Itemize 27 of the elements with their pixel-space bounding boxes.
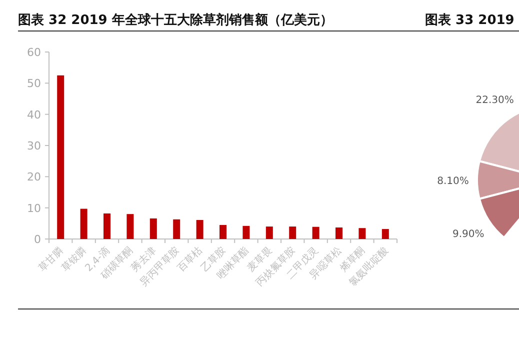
bar bbox=[266, 226, 273, 239]
bar bbox=[196, 220, 204, 239]
bar bbox=[312, 226, 320, 239]
y-tick-label: 30 bbox=[27, 140, 41, 152]
bar bbox=[57, 75, 64, 239]
text: 图表 33 2019 bbox=[425, 13, 514, 28]
y-tick-label: 60 bbox=[27, 46, 41, 59]
y-tick-label: 50 bbox=[27, 77, 41, 90]
bar bbox=[173, 219, 180, 239]
bar bbox=[382, 229, 389, 239]
y-tick-label: 40 bbox=[27, 108, 41, 122]
bar bbox=[104, 213, 110, 239]
data-label: 8.10% bbox=[437, 176, 469, 187]
y-tick-label: 0 bbox=[34, 233, 41, 246]
bar bbox=[80, 208, 88, 239]
bar bbox=[336, 227, 342, 239]
bar bbox=[242, 226, 250, 239]
bar bbox=[126, 214, 134, 239]
y-tick-label: 10 bbox=[27, 202, 41, 215]
bar bbox=[358, 228, 366, 239]
chart-title: 图表 32 2019 年全球十五大除草剂销售额（亿美元） bbox=[18, 12, 333, 28]
bar bbox=[289, 226, 296, 239]
bar bbox=[220, 224, 226, 239]
y-tick-label: 20 bbox=[27, 170, 41, 184]
data-label: 22.30% bbox=[476, 95, 514, 106]
bar bbox=[150, 218, 157, 239]
data-label: 9.90% bbox=[452, 229, 484, 240]
